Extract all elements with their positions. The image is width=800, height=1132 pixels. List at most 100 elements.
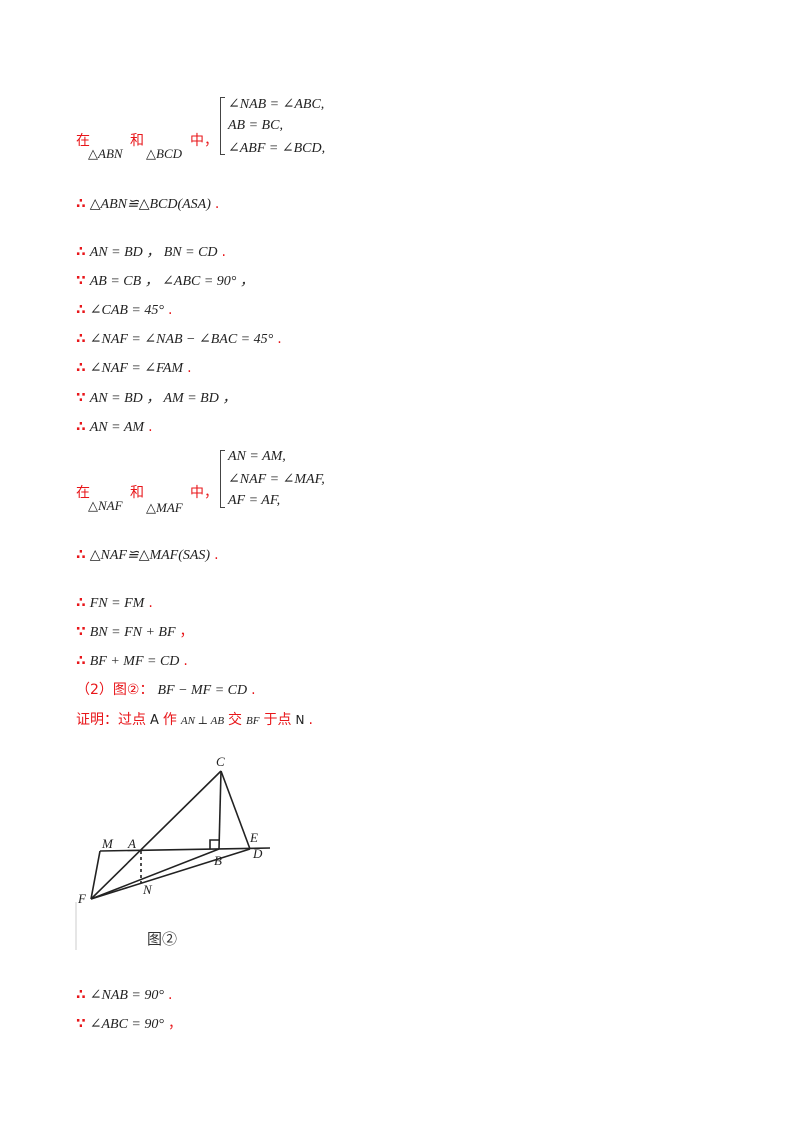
- statement: ∠NAF = ∠FAM: [89, 361, 184, 376]
- therefore-symbol: ∴: [76, 196, 86, 212]
- proof-line: ∵ BN = FN + BF ，: [76, 622, 194, 642]
- proof-line: ∴ BF + MF = CD .: [76, 651, 188, 671]
- proof-prefix: 证明：过点: [76, 712, 146, 728]
- label-b: B: [214, 853, 222, 868]
- text-he: 和: [130, 485, 144, 501]
- triangle-naf: △NAF: [88, 498, 123, 513]
- proof-intro: 证明：过点 A 作 AN ⊥ AB 交 BF 于点 N .: [76, 710, 313, 730]
- logic-symbol: ∴: [76, 302, 86, 318]
- period: .: [167, 987, 173, 1003]
- therefore-symbol: ∴: [76, 547, 86, 563]
- statement: ∠NAF = ∠NAB − ∠BAC = 45°: [89, 332, 274, 347]
- point-n: N: [295, 713, 305, 727]
- triangle-abn: △ABN: [88, 146, 123, 161]
- segment-cd: [220, 770, 251, 850]
- period: ，: [167, 1016, 182, 1032]
- proof-line: ∴ FN = FM .: [76, 593, 153, 613]
- proof-line: ∴ ∠NAF = ∠FAM .: [76, 358, 192, 378]
- period: .: [277, 331, 282, 347]
- part-2-heading: （2）图②： BF − MF = CD .: [76, 680, 256, 700]
- period: .: [148, 595, 153, 611]
- period: .: [187, 360, 192, 376]
- segment-fb: [90, 848, 220, 900]
- statement: FN = FM: [89, 596, 145, 611]
- label-d: D: [252, 846, 263, 861]
- label-m: M: [101, 836, 114, 851]
- condition-1: AN = AM,: [228, 449, 286, 464]
- statement: AN = BD ， AM = BD ，: [89, 391, 237, 406]
- logic-symbol: ∴: [76, 595, 86, 611]
- part-label: （2）图②：: [76, 682, 154, 698]
- proof-line: ∵ AN = BD ， AM = BD ，: [76, 388, 236, 408]
- statement: ∠NAB = 90°: [89, 988, 164, 1003]
- segment-md: [99, 847, 271, 852]
- logic-symbol: ∴: [76, 244, 86, 260]
- text-yu: 于点: [263, 712, 292, 728]
- period: .: [148, 419, 153, 435]
- triangle-bcd: △BCD: [146, 146, 182, 161]
- segment-fc: [90, 770, 222, 900]
- statement: BN = FN + BF: [89, 625, 176, 640]
- logic-symbol: ∴: [76, 987, 86, 1003]
- proof-line: ∵ AB = CB ， ∠ABC = 90° ，: [76, 271, 254, 291]
- figure-caption: 图②: [147, 930, 178, 948]
- label-e: E: [249, 830, 258, 845]
- perpendicular-expr: AN ⊥ AB: [180, 715, 225, 727]
- segment-bf: BF: [246, 715, 260, 727]
- segment-fm: [90, 850, 101, 900]
- label-a: A: [127, 836, 136, 851]
- logic-symbol: ∴: [76, 653, 86, 669]
- logic-symbol: ∴: [76, 360, 86, 376]
- proof-line: ∵ ∠ABC = 90° ，: [76, 1014, 182, 1034]
- period: .: [221, 244, 226, 260]
- triangle-maf: △MAF: [146, 500, 183, 515]
- conclusion-2: ∴ △NAF≌△MAF(SAS) .: [76, 545, 219, 565]
- label-n: N: [142, 882, 153, 897]
- statement: ∠ABC = 90°: [89, 1017, 164, 1032]
- label-c: C: [216, 754, 225, 769]
- period: ，: [179, 624, 194, 640]
- text-zuo: 作: [162, 712, 177, 728]
- logic-symbol: ∵: [76, 1016, 86, 1032]
- left-brace: [220, 450, 225, 508]
- period: .: [183, 653, 188, 669]
- conclusion-1: ∴ △ABN≌△BCD(ASA) .: [76, 194, 219, 214]
- segment-cb: [218, 770, 222, 850]
- text-zai: 在: [76, 133, 90, 149]
- logic-symbol: ∵: [76, 273, 86, 289]
- text-he: 和: [130, 133, 144, 149]
- condition-2: ∠NAF = ∠MAF,: [228, 472, 325, 487]
- label-f: F: [77, 891, 87, 906]
- statement: AN = BD ， BN = CD: [89, 245, 218, 260]
- logic-symbol: ∵: [76, 624, 86, 640]
- period: .: [308, 712, 313, 728]
- proof-line: ∴ ∠CAB = 45° .: [76, 300, 172, 320]
- condition-3: ∠ABF = ∠BCD,: [228, 141, 326, 156]
- proof-line: ∴ AN = AM .: [76, 417, 153, 437]
- logic-symbol: ∴: [76, 331, 86, 347]
- period: .: [214, 547, 219, 563]
- text-zhong: 中，: [190, 133, 218, 149]
- text-jiao: 交: [228, 712, 243, 728]
- text-zhong: 中，: [190, 485, 218, 501]
- left-brace: [220, 97, 225, 155]
- right-angle-mark: [209, 839, 219, 849]
- statement: ∠CAB = 45°: [89, 303, 164, 318]
- period: .: [167, 302, 173, 318]
- logic-symbol: ∵: [76, 390, 86, 406]
- statement: BF − MF = CD: [157, 683, 248, 698]
- condition-3: AF = AF,: [228, 493, 281, 508]
- period: .: [214, 196, 220, 212]
- condition-2: AB = BC,: [228, 118, 283, 133]
- statement: BF + MF = CD: [89, 654, 180, 669]
- logic-symbol: ∴: [76, 419, 86, 435]
- text-zai: 在: [76, 485, 90, 501]
- statement: △NAF≌△MAF(SAS): [89, 548, 211, 563]
- proof-line: ∴ ∠NAF = ∠NAB − ∠BAC = 45° .: [76, 329, 282, 349]
- statement: AN = AM: [89, 420, 145, 435]
- condition-1: ∠NAB = ∠ABC,: [228, 97, 325, 112]
- statement: △ABN≌△BCD(ASA): [89, 197, 211, 212]
- proof-line: ∴ ∠NAB = 90° .: [76, 985, 172, 1005]
- segment-fd: [90, 848, 251, 900]
